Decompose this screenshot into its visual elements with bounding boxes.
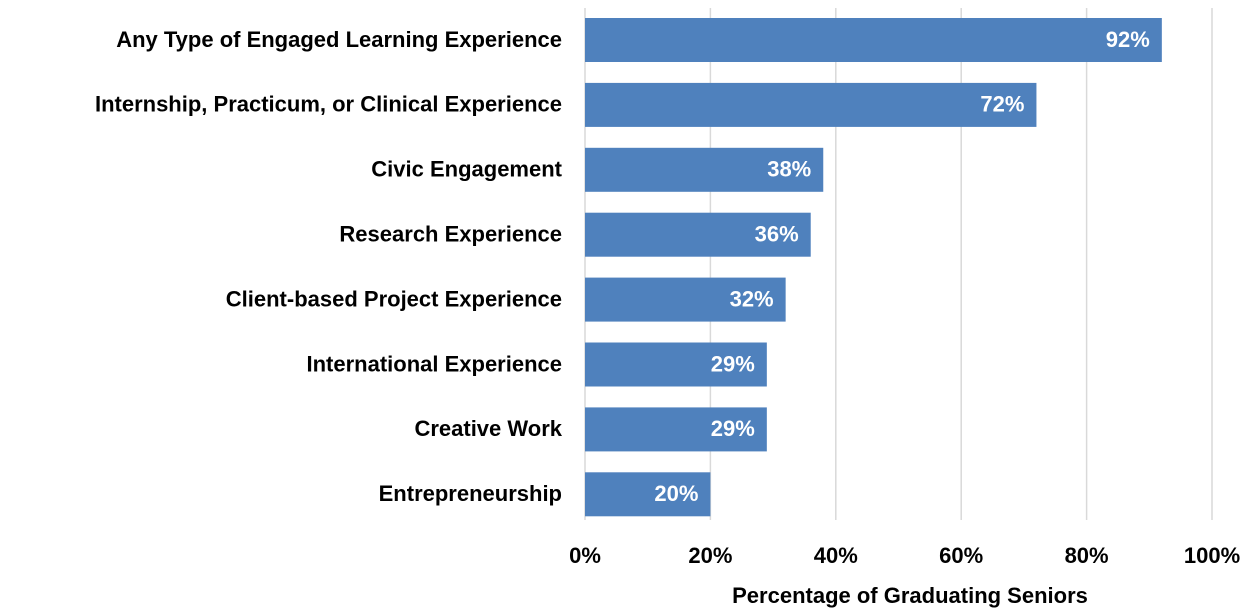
y-tick-label: Creative Work	[414, 416, 562, 441]
value-label: 32%	[730, 286, 774, 311]
bar	[585, 342, 767, 387]
bar	[585, 277, 786, 322]
x-tick-label: 0%	[569, 543, 601, 568]
value-label: 92%	[1106, 27, 1150, 52]
y-tick-label: International Experience	[306, 351, 562, 376]
x-tick-label: 100%	[1184, 543, 1240, 568]
value-label: 38%	[767, 157, 811, 182]
x-tick-label: 80%	[1065, 543, 1109, 568]
y-tick-label: Internship, Practicum, or Clinical Exper…	[95, 92, 562, 117]
bar	[585, 407, 767, 452]
value-label: 72%	[980, 92, 1024, 117]
y-tick-label: Client-based Project Experience	[226, 286, 562, 311]
bar	[585, 212, 811, 257]
y-tick-label: Research Experience	[339, 222, 562, 247]
x-tick-label: 20%	[688, 543, 732, 568]
y-tick-label: Civic Engagement	[371, 157, 562, 182]
value-label: 29%	[711, 416, 755, 441]
x-tick-label: 40%	[814, 543, 858, 568]
bar	[585, 82, 1037, 127]
bar	[585, 147, 824, 192]
y-tick-label: Any Type of Engaged Learning Experience	[116, 27, 562, 52]
x-tick-label: 60%	[939, 543, 983, 568]
bar	[585, 472, 711, 517]
x-axis-label: Percentage of Graduating Seniors	[732, 583, 1088, 608]
value-label: 36%	[755, 222, 799, 247]
bar	[585, 18, 1162, 62]
y-tick-label: Entrepreneurship	[379, 481, 562, 506]
value-label: 29%	[711, 351, 755, 376]
value-label: 20%	[654, 481, 698, 506]
